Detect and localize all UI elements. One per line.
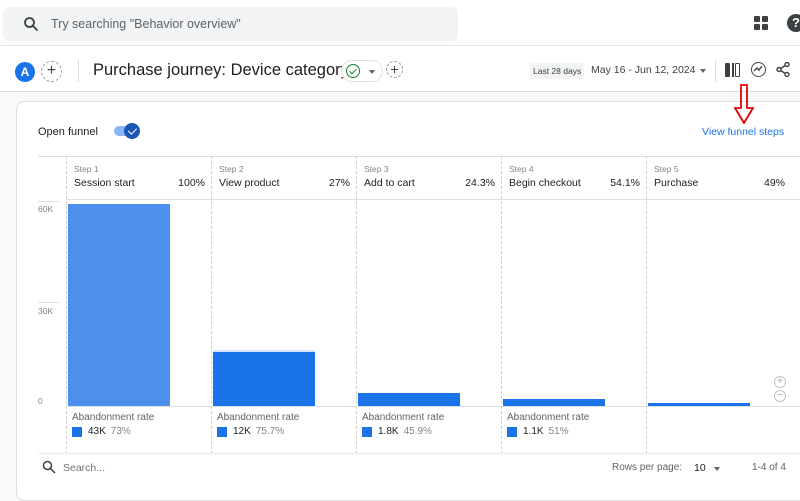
step-name: Purchase — [654, 177, 699, 189]
page-title: Purchase journey: Device category — [93, 61, 349, 79]
funnel-step-3[interactable]: Step 3 Add to cart 24.3% Abandonment rat… — [356, 156, 501, 454]
legend-swatch-icon — [362, 426, 372, 437]
global-search-placeholder: Try searching "Behavior overview" — [51, 17, 241, 31]
compare-icon[interactable] — [725, 63, 740, 77]
step-name: Add to cart — [364, 177, 415, 189]
open-funnel-label: Open funnel — [38, 126, 98, 138]
chart-zoom-out-button[interactable]: − — [774, 390, 786, 402]
report-status-dropdown[interactable] — [341, 60, 383, 82]
chart-zoom-in-button[interactable]: + — [774, 376, 786, 388]
annotation-arrow-icon — [734, 84, 754, 124]
funnel-bar[interactable] — [648, 403, 750, 406]
abandonment-value: 1.1K 51% — [507, 426, 569, 437]
comparison-avatar[interactable]: A — [15, 62, 35, 82]
abandonment-label: Abandonment rate — [217, 412, 300, 423]
step-number: Step 1 — [74, 164, 99, 174]
step-number: Step 4 — [509, 164, 534, 174]
step-name: Session start — [74, 177, 135, 189]
chevron-down-icon — [369, 70, 375, 74]
abandonment-value: 1.8K 45.9% — [362, 426, 432, 437]
abandonment-value: 12K 75.7% — [217, 426, 284, 437]
funnel-step-4[interactable]: Step 4 Begin checkout 54.1% Abandonment … — [501, 156, 646, 454]
insights-icon[interactable] — [751, 62, 766, 77]
legend-swatch-icon — [507, 426, 517, 437]
funnel-step-1[interactable]: Step 1 Session start 100% Abandonment ra… — [66, 156, 211, 454]
step-percent: 54.1% — [610, 177, 640, 189]
step-percent: 24.3% — [465, 177, 495, 189]
rows-per-page-select[interactable]: 10 — [694, 462, 706, 474]
date-range[interactable]: May 16 - Jun 12, 2024 — [591, 64, 696, 76]
global-search-box[interactable]: Try searching "Behavior overview" — [3, 7, 458, 41]
check-icon — [124, 123, 140, 139]
funnel-step-5[interactable]: Step 5 Purchase 49% — [646, 156, 800, 454]
funnel-step-2[interactable]: Step 2 View product 27% Abandonment rate… — [211, 156, 356, 454]
rows-per-page-label: Rows per page: — [612, 462, 683, 473]
step-number: Step 2 — [219, 164, 244, 174]
date-dropdown-icon[interactable] — [700, 69, 706, 73]
divider — [78, 60, 79, 82]
step-percent: 27% — [328, 177, 350, 189]
funnel-bar[interactable] — [68, 204, 170, 406]
y-tick-0: 0 — [38, 396, 43, 406]
check-circle-icon — [346, 64, 360, 78]
legend-swatch-icon — [217, 426, 227, 437]
pagination-info: 1-4 of 4 — [752, 462, 786, 473]
apps-grid-icon[interactable] — [754, 16, 768, 30]
add-tab-button[interactable]: + — [386, 61, 403, 78]
y-tick-60k: 60K — [38, 204, 54, 214]
search-icon — [24, 17, 39, 32]
abandonment-value: 43K 73% — [72, 426, 131, 437]
open-funnel-toggle[interactable] — [114, 123, 140, 139]
abandonment-label: Abandonment rate — [72, 412, 155, 423]
abandonment-label: Abandonment rate — [362, 412, 445, 423]
view-funnel-steps-link[interactable]: View funnel steps — [702, 126, 785, 138]
share-icon[interactable] — [776, 62, 790, 77]
y-tick-30k: 30K — [38, 306, 54, 316]
abandonment-label: Abandonment rate — [507, 412, 590, 423]
add-comparison-button[interactable]: + — [41, 61, 62, 82]
step-percent: 49% — [763, 177, 785, 189]
top-bar: Try searching "Behavior overview" ? — [0, 0, 800, 46]
date-preset-badge[interactable]: Last 28 days — [530, 63, 585, 79]
step-number: Step 3 — [364, 164, 389, 174]
step-name: Begin checkout — [509, 177, 581, 189]
divider — [38, 453, 800, 454]
search-icon — [42, 460, 56, 474]
chevron-down-icon[interactable] — [714, 467, 720, 471]
funnel-bar[interactable] — [213, 350, 315, 406]
funnel-bar[interactable] — [358, 393, 460, 406]
table-search-input[interactable] — [63, 462, 183, 474]
step-percent: 100% — [178, 177, 205, 189]
step-name: View product — [219, 177, 280, 189]
divider — [715, 60, 716, 82]
step-number: Step 5 — [654, 164, 679, 174]
help-icon[interactable]: ? — [787, 14, 800, 32]
funnel-chart: 60K 30K 0 Step 1 Session start 100% Aban… — [38, 156, 800, 456]
funnel-bar[interactable] — [503, 399, 605, 406]
legend-swatch-icon — [72, 426, 82, 437]
